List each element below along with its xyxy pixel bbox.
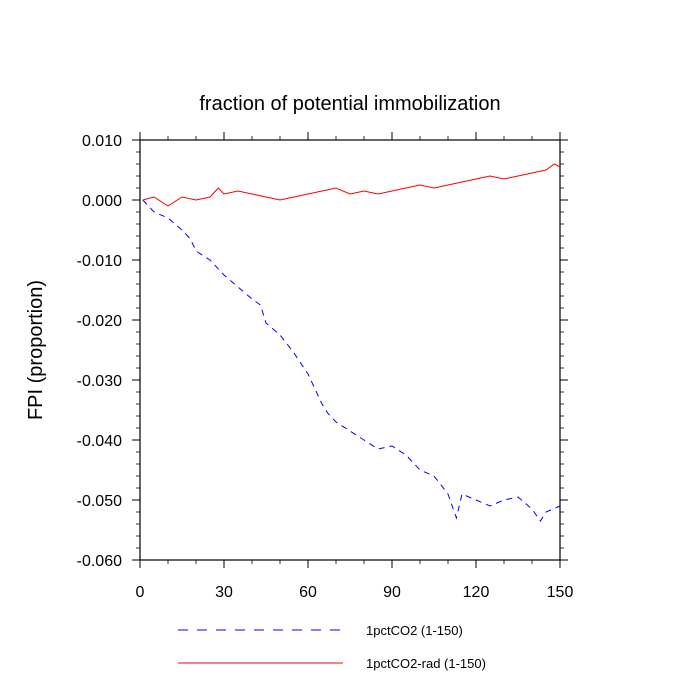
y-tick-label: -0.020 [77,313,122,330]
y-tick-label: -0.060 [77,553,122,570]
y-axis-label: FPI (proportion) [25,280,47,420]
x-tick-label: 60 [299,584,317,601]
x-tick-label: 120 [463,584,490,601]
y-axis-ticks: 0.010 0.000 -0.010 -0.020 -0.030 -0.040 -0.050… [77,133,568,570]
chart-title: fraction of potential immobilization [199,93,500,115]
x-tick-label: 150 [547,584,574,601]
x-axis-ticks: 0 30 60 90 120 150 [136,132,574,601]
y-tick-label: -0.050 [77,493,122,510]
plot-frame [139,139,561,561]
x-tick-label: 90 [383,584,401,601]
series-line-1pctco2-rad [142,163,561,207]
legend-label-1pctco2: 1pctCO2 (1-150) [366,623,463,638]
legend: 1pctCO2 (1-150) 1pctCO2-rad (1-150) [178,623,486,671]
legend-label-1pctco2-rad: 1pctCO2-rad (1-150) [366,656,486,671]
y-tick-label: -0.040 [77,433,122,450]
y-tick-label: 0.000 [82,193,122,210]
x-tick-label: 0 [136,584,145,601]
y-tick-label: 0.010 [82,133,122,150]
y-tick-label: -0.030 [77,373,122,390]
series-lines [142,163,561,522]
series-line-1pctco2 [142,199,561,522]
plot-border [139,139,561,561]
x-tick-label: 30 [215,584,233,601]
y-tick-label: -0.010 [77,253,122,270]
